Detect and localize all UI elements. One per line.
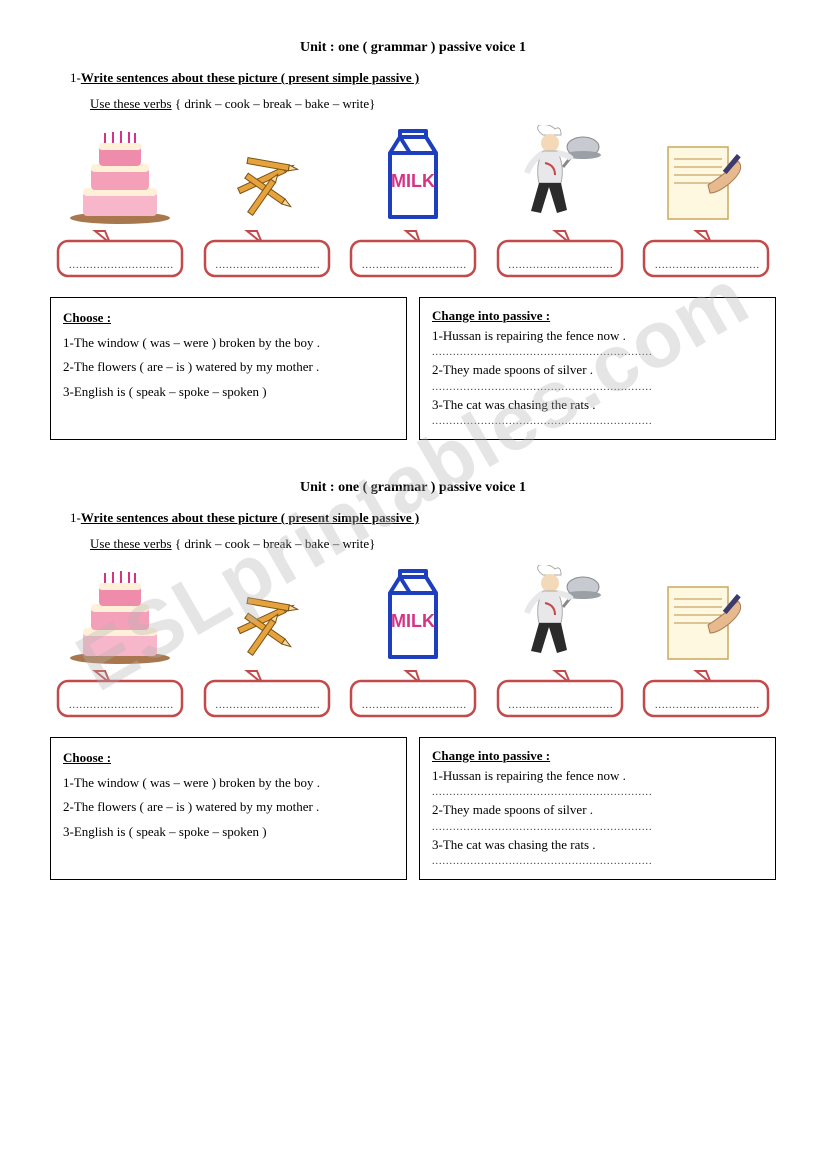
bubble-dots: .............................. [362,260,467,271]
change-item: 1-Hussan is repairing the fence now . [432,766,763,786]
verbs-list: { drink – cook – break – bake – write} [172,96,376,111]
answer-line: ........................................… [432,820,763,835]
milk-icon: MILK [368,570,458,665]
choose-box: Choose : 1-The window ( was – were ) bro… [50,297,407,440]
change-item: 2-They made spoons of silver . [432,800,763,820]
picture-writing: .............................. [636,130,776,279]
chef-icon [505,570,615,665]
bubble-dots: .............................. [216,260,321,271]
bubble-dots: .............................. [216,700,321,711]
bubble-dots: .............................. [655,700,760,711]
cake-icon [65,570,175,665]
change-title: Change into passive : [432,746,763,766]
change-item: 3-The cat was chasing the rats . [432,395,763,415]
worksheet-title: Unit : one ( grammar ) passive voice 1 [30,480,796,496]
svg-text:MILK: MILK [391,611,435,631]
milk-icon: MILK [368,130,458,225]
picture-pencils: .............................. [197,570,337,719]
writing-icon [656,130,756,225]
chef-icon [505,130,615,225]
answer-line: ........................................… [432,414,763,429]
choose-item: 1-The window ( was – were ) broken by th… [63,331,394,356]
speech-bubble: .............................. [202,229,332,279]
picture-chef: .............................. [490,570,630,719]
picture-cake: .............................. [50,570,190,719]
bubble-dots: .............................. [362,700,467,711]
exercise-boxes: Choose : 1-The window ( was – were ) bro… [30,737,796,880]
choose-box: Choose : 1-The window ( was – were ) bro… [50,737,407,880]
speech-bubble: .............................. [495,229,625,279]
instruction: 1-Write sentences about these picture ( … [70,510,796,526]
verbs-label: Use these verbs [90,96,172,111]
svg-text:MILK: MILK [391,171,435,191]
pictures-row: .............................. .........… [30,130,796,279]
speech-bubble: .............................. [55,669,185,719]
bubble-dots: .............................. [69,260,174,271]
bubble-dots: .............................. [509,700,614,711]
bubble-dots: .............................. [509,260,614,271]
answer-line: ........................................… [432,380,763,395]
picture-chef: .............................. [490,130,630,279]
verbs-line: Use these verbs { drink – cook – break –… [90,96,796,112]
choose-item: 2-The flowers ( are – is ) watered by my… [63,795,394,820]
choose-item: 3-English is ( speak – spoke – spoken ) [63,380,394,405]
bubble-dots: .............................. [69,700,174,711]
pictures-row: .............................. .........… [30,570,796,719]
verbs-list: { drink – cook – break – bake – write} [172,536,376,551]
speech-bubble: .............................. [495,669,625,719]
pencils-icon [212,130,322,225]
choose-title: Choose : [63,746,394,771]
picture-milk: MILK .............................. [343,570,483,719]
speech-bubble: .............................. [348,669,478,719]
answer-line: ........................................… [432,854,763,869]
choose-item: 2-The flowers ( are – is ) watered by my… [63,355,394,380]
instruction: 1-Write sentences about these picture ( … [70,70,796,86]
cake-icon [65,130,175,225]
worksheet-title: Unit : one ( grammar ) passive voice 1 [30,40,796,56]
picture-milk: MILK .............................. [343,130,483,279]
picture-writing: .............................. [636,570,776,719]
change-box: Change into passive : 1-Hussan is repair… [419,737,776,880]
worksheet-2: Unit : one ( grammar ) passive voice 1 1… [30,480,796,880]
speech-bubble: .............................. [55,229,185,279]
bubble-dots: .............................. [655,260,760,271]
change-box: Change into passive : 1-Hussan is repair… [419,297,776,440]
choose-item: 1-The window ( was – were ) broken by th… [63,771,394,796]
writing-icon [656,570,756,665]
change-title: Change into passive : [432,306,763,326]
verbs-line: Use these verbs { drink – cook – break –… [90,536,796,552]
picture-pencils: .............................. [197,130,337,279]
choose-item: 3-English is ( speak – spoke – spoken ) [63,820,394,845]
instruction-number: 1- [70,510,81,525]
answer-line: ........................................… [432,345,763,360]
speech-bubble: .............................. [641,229,771,279]
speech-bubble: .............................. [641,669,771,719]
pencils-icon [212,570,322,665]
instruction-text: Write sentences about these picture ( pr… [81,510,419,525]
instruction-text: Write sentences about these picture ( pr… [81,70,419,85]
speech-bubble: .............................. [202,669,332,719]
speech-bubble: .............................. [348,229,478,279]
exercise-boxes: Choose : 1-The window ( was – were ) bro… [30,297,796,440]
worksheet-1: Unit : one ( grammar ) passive voice 1 1… [30,40,796,440]
instruction-number: 1- [70,70,81,85]
change-item: 3-The cat was chasing the rats . [432,835,763,855]
change-item: 1-Hussan is repairing the fence now . [432,326,763,346]
answer-line: ........................................… [432,785,763,800]
picture-cake: .............................. [50,130,190,279]
change-item: 2-They made spoons of silver . [432,360,763,380]
verbs-label: Use these verbs [90,536,172,551]
choose-title: Choose : [63,306,394,331]
